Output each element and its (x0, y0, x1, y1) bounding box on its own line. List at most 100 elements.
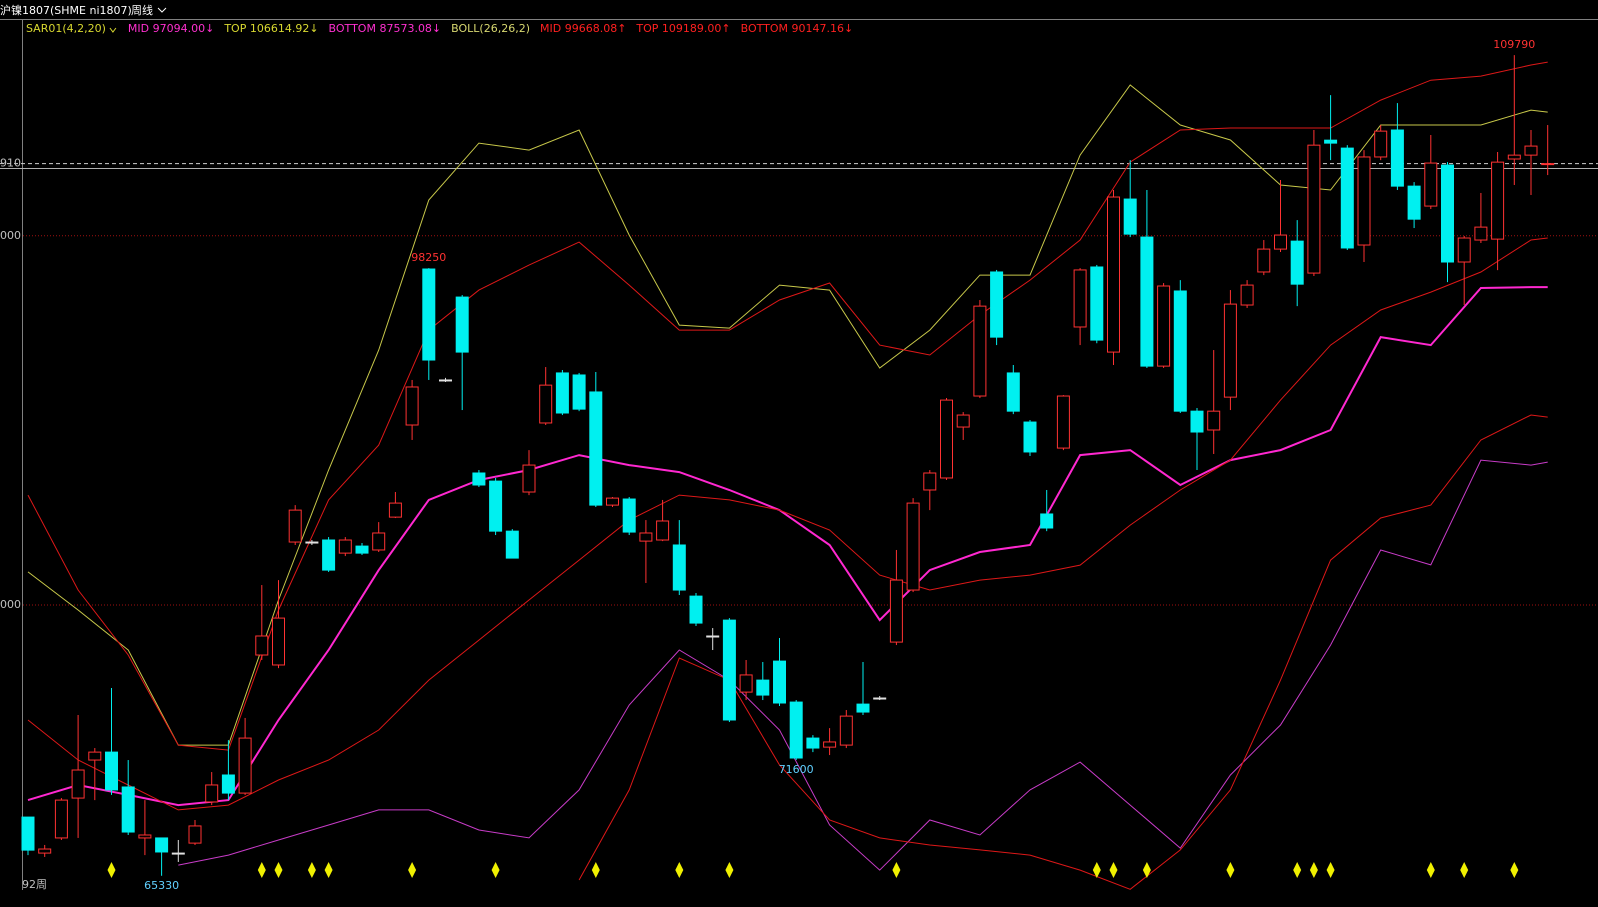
candle-body (589, 391, 603, 506)
candle-body (171, 852, 185, 855)
candle-body (1140, 236, 1154, 367)
symbol: 沪镍1807(SHME ni1807) (0, 3, 132, 17)
candle-body (505, 530, 519, 559)
candle-body (1023, 421, 1037, 453)
high-label: 98250 (411, 251, 446, 264)
candle-body (823, 741, 837, 748)
signal-diamond (1460, 862, 1469, 878)
candle-body (1056, 395, 1070, 449)
low-label: 65330 (144, 879, 179, 892)
legend-item: MID 99668.08↑ (540, 22, 626, 35)
candle-body (839, 715, 853, 746)
candle-body (155, 837, 169, 853)
candle-body (305, 541, 319, 544)
candle-body (1173, 290, 1187, 412)
candle-body (188, 825, 202, 844)
candle-body (1541, 163, 1555, 166)
legend-item: TOP 109189.00↑ (635, 22, 730, 35)
candle-body (773, 660, 786, 704)
candle-body (54, 799, 68, 839)
candle-body (1040, 513, 1054, 529)
signal-diamond (1142, 862, 1151, 878)
candle-body (1407, 185, 1421, 220)
candle-body (1274, 234, 1287, 250)
legend-item: BOLL(26,26,2) (451, 22, 530, 35)
candle-body (1357, 156, 1371, 246)
candle-body (1390, 129, 1404, 187)
candle-body (1090, 266, 1104, 341)
signal-diamond (324, 862, 333, 878)
candle-body (639, 532, 653, 542)
candle-body (539, 384, 553, 424)
y-tick-label: 000 (0, 598, 21, 611)
candle-body (1207, 410, 1221, 431)
candle-body (1374, 130, 1388, 158)
candle-body (238, 737, 252, 794)
signal-diamond (1293, 862, 1302, 878)
candle-body (522, 464, 536, 493)
candle-body (221, 774, 235, 794)
candle-body (555, 372, 569, 414)
candle-body (138, 834, 152, 839)
signal-diamond (307, 862, 316, 878)
signal-diamond (1510, 862, 1519, 878)
candle-body (706, 635, 720, 638)
candle-body (388, 502, 402, 518)
candle-body (1223, 303, 1237, 398)
candle-body (956, 414, 970, 428)
candle-body (873, 697, 887, 700)
dropdown-arrow[interactable] (157, 7, 167, 13)
candle-body (355, 545, 369, 554)
candle-body (472, 472, 486, 486)
candle-body (756, 679, 770, 696)
indicator-line (27, 61, 1548, 751)
candle-body (121, 786, 135, 833)
signal-diamond (892, 862, 901, 878)
candle-body (405, 386, 419, 426)
candle-body (1190, 410, 1204, 433)
candle-body (372, 532, 386, 551)
candle-body (1524, 145, 1538, 156)
candle-body (789, 701, 803, 759)
candles (21, 55, 1555, 876)
candle-body (338, 539, 352, 554)
signal-diamond (1309, 862, 1318, 878)
candle-body (1340, 147, 1354, 249)
indicator-line (27, 237, 1548, 811)
candle-body (1073, 269, 1087, 328)
candle-body (1441, 164, 1454, 263)
candle-body (923, 472, 937, 491)
candle-body (1457, 237, 1471, 263)
candle-body (1424, 162, 1438, 207)
candle-body (105, 751, 118, 791)
legend: SAR01(4,2,20) MID 97094.00↓ TOP 106614.92↓… (26, 22, 853, 35)
candle-body (722, 619, 736, 721)
indicator-line (27, 286, 1548, 807)
signal-diamond (274, 862, 283, 878)
period-count: 92周 (22, 878, 47, 891)
low-label: 71600 (779, 763, 814, 776)
signal-diamond (107, 862, 116, 878)
legend-item: TOP 106614.92↓ (223, 22, 318, 35)
signal-diamond (257, 862, 266, 878)
candle-body (455, 296, 469, 353)
candle-body (889, 579, 903, 643)
signal-diamond (675, 862, 684, 878)
signal-diamond (725, 862, 734, 878)
candle-body (38, 848, 52, 854)
candle-body (255, 635, 269, 656)
candle-body (973, 305, 987, 397)
legend-item: BOTTOM 90147.16↓ (741, 22, 854, 35)
indicator-line (578, 414, 1548, 890)
candle-body (1474, 226, 1488, 241)
legend-dropdown (109, 27, 117, 33)
candle-body (1123, 198, 1137, 235)
candle-body (606, 497, 619, 506)
period-selector[interactable]: 周线 (131, 3, 153, 17)
candle-body (739, 674, 753, 693)
indicator-line (27, 84, 1548, 746)
candle-body (21, 816, 35, 851)
candle-body (940, 399, 953, 479)
